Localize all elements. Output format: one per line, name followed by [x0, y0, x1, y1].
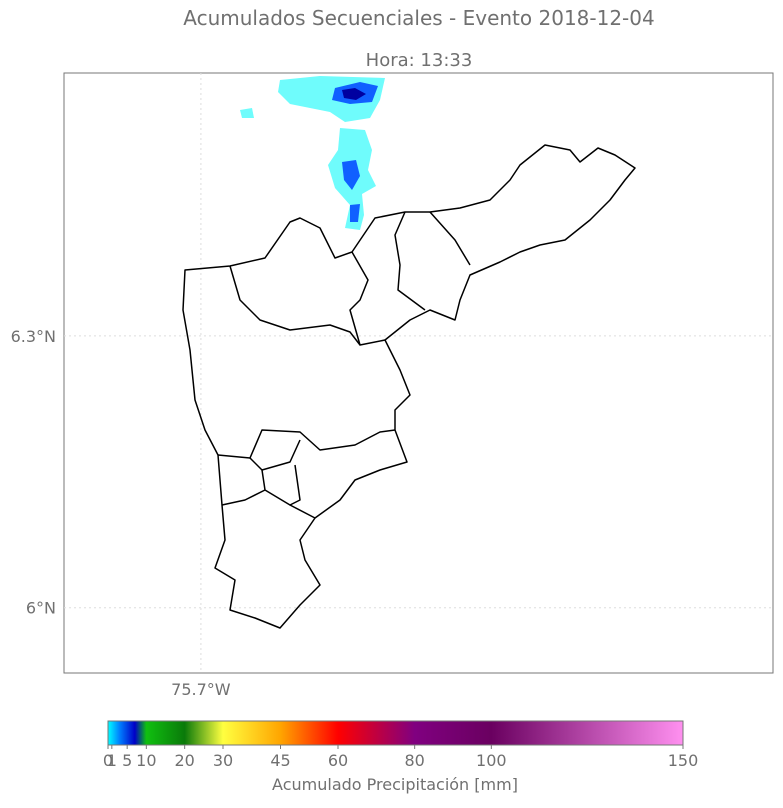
colorbar-label: Acumulado Precipitación [mm]	[272, 775, 518, 794]
colorbar-tick-label: 100	[476, 751, 507, 770]
map-frame	[63, 72, 774, 674]
colorbar-tick-label: 0	[103, 751, 113, 770]
colorbar-tick-label: 45	[270, 751, 290, 770]
border	[429, 211, 471, 266]
rain-core	[342, 160, 360, 190]
border	[229, 265, 361, 346]
colorbar-tick-label: 5	[122, 751, 132, 770]
rain-core	[342, 88, 366, 100]
border	[394, 211, 426, 311]
colorbar-tick-label: 1	[107, 751, 117, 770]
border	[217, 429, 396, 459]
colorbar-tick-label: 20	[174, 751, 194, 770]
colorbar-tick-label: 10	[136, 751, 156, 770]
graticule	[64, 73, 773, 673]
rain-core	[350, 204, 360, 222]
border	[349, 251, 386, 346]
lat-label: 6°N	[26, 599, 56, 618]
colorbar-tick-label: 60	[328, 751, 348, 770]
municipalities	[182, 144, 636, 629]
lon-label: 75.7°W	[171, 680, 231, 699]
colorbar-bar	[107, 720, 684, 746]
colorbar-tick-label: 150	[668, 751, 699, 770]
rain-area	[240, 108, 254, 118]
region-outline	[182, 144, 636, 629]
title: Acumulados Secuenciales - Evento 2018-12…	[183, 6, 654, 30]
border	[221, 489, 316, 519]
colorbar: Acumulado Precipitación [mm] 01 5 10 20 30 45…	[103, 720, 699, 794]
precipitation	[240, 76, 385, 230]
border	[249, 439, 301, 471]
subtitle: Hora: 13:33	[366, 50, 473, 71]
colorbar-tick-label: 30	[213, 751, 233, 770]
colorbar-tick-label: 80	[404, 751, 424, 770]
lat-label: 6.3°N	[11, 327, 56, 346]
